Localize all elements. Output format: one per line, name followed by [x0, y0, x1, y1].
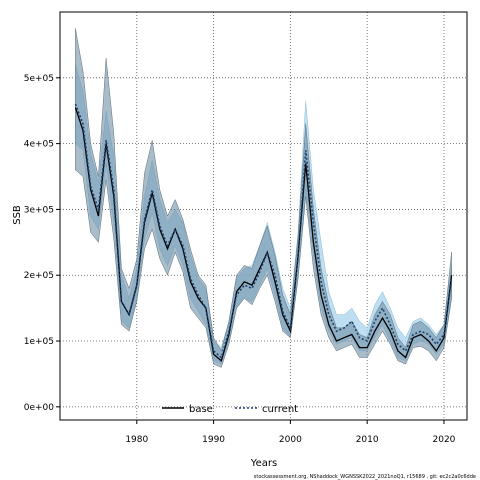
- line-current: [74, 103, 453, 359]
- plot-frame: [59, 11, 468, 421]
- x-axis-title: Years: [250, 458, 277, 469]
- x-tick-label: 2010: [356, 435, 379, 445]
- y-tick-label: 5e+05: [24, 74, 54, 84]
- y-tick-label: 2e+05: [24, 271, 54, 281]
- x-tick-label: 1990: [202, 435, 225, 445]
- x-tick-label: 2000: [279, 435, 302, 445]
- y-tick-label: 0e+00: [24, 403, 55, 413]
- legend-label-current: current: [262, 404, 298, 415]
- confidence-bands: [75, 28, 452, 368]
- footnote: stockassessment.org, NShaddock_WGNSSK202…: [254, 474, 476, 480]
- band-base: [75, 28, 452, 368]
- legend-label-base: base: [189, 404, 213, 415]
- y-tick-label: 4e+05: [24, 140, 54, 150]
- y-axis-title: SSB: [12, 205, 23, 225]
- x-tick-label: 1980: [125, 435, 148, 445]
- series-lines: [74, 103, 453, 362]
- x-axis: 1980 1990 2000 2010 2020: [125, 420, 456, 445]
- legend: base current: [162, 404, 298, 415]
- y-tick-label: 1e+05: [24, 337, 54, 347]
- y-axis: 0e+00 1e+05 2e+05 3e+05 4e+05 5e+05: [24, 74, 60, 413]
- x-tick-label: 2020: [433, 435, 456, 445]
- y-tick-label: 3e+05: [24, 205, 54, 215]
